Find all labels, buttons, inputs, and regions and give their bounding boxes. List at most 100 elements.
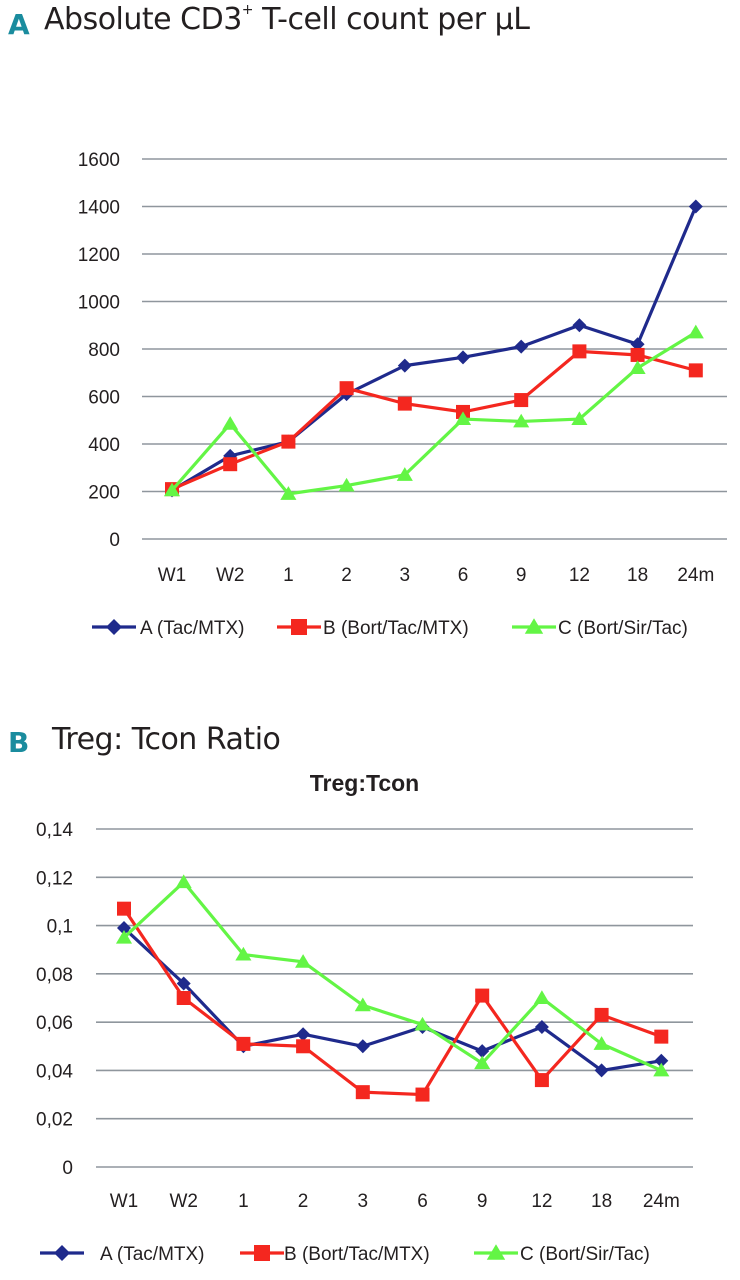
chart-b-legend-b-marker xyxy=(254,1245,270,1261)
chart-a-x-tick-label: W2 xyxy=(216,565,245,586)
chart-b-series-a-point xyxy=(594,1063,609,1078)
chart-b-x-tick-label: 24m xyxy=(643,1191,680,1212)
chart-a-x-tick-label: W1 xyxy=(158,565,187,586)
chart-b-series-a-point xyxy=(654,1053,669,1068)
chart-a-y-tick-label: 800 xyxy=(88,340,120,361)
panel-b-title: Treg: Tcon Ratio xyxy=(52,722,281,757)
chart-b-legend-b-label: B (Bort/Tac/MTX) xyxy=(284,1244,430,1265)
chart-a-series-b-point xyxy=(688,363,703,378)
chart-b-y-tick-label: 0,02 xyxy=(36,1110,73,1131)
chart-b-y-tick-label: 0 xyxy=(62,1158,73,1179)
chart-a-series-a-point xyxy=(572,318,587,333)
chart-a-series-a-point xyxy=(456,350,470,365)
chart-b-series-c-point xyxy=(653,1062,670,1077)
chart-b-series-a-point xyxy=(475,1044,490,1059)
chart-b-y-tick-label: 0,08 xyxy=(36,965,73,986)
chart-b-x-tick-label: W1 xyxy=(110,1191,139,1212)
chart-b-series-b-point xyxy=(475,988,490,1003)
chart-a-series-b-point xyxy=(281,434,296,449)
chart-b-series-a-point xyxy=(176,976,191,991)
chart-a-series-c-point xyxy=(338,477,355,492)
chart-b-series-c-point xyxy=(354,997,371,1012)
chart-b-series-b-point xyxy=(117,901,131,916)
chart-b-series-c-point xyxy=(533,990,550,1004)
chart-a-series-b-point xyxy=(514,393,529,408)
chart-b-y-tick-label: 0,04 xyxy=(36,1061,73,1082)
chart-a-x-tick-label: 24m xyxy=(677,565,714,586)
chart-b-series-b-point xyxy=(654,1029,669,1044)
chart-b-x-tick-label: 9 xyxy=(477,1191,488,1212)
chart-a-series-c-point xyxy=(280,486,297,500)
chart-b-series-a-point xyxy=(296,1027,311,1042)
chart-b-x-tick-label: W2 xyxy=(169,1191,198,1212)
chart-b-series-b-point xyxy=(355,1085,370,1100)
chart-a-legend-a-marker xyxy=(106,619,122,635)
chart-b-x-tick-label: 1 xyxy=(238,1191,249,1212)
chart-a-y-tick-label: 0 xyxy=(109,530,120,551)
chart-a-legend-b-marker xyxy=(291,619,307,635)
chart-b-x-tick-label: 6 xyxy=(417,1191,428,1212)
chart-b-series-a-line xyxy=(122,926,662,1073)
chart-a-y-tick-label: 600 xyxy=(88,388,120,409)
chart-a-legend-b-label: B (Bort/Tac/MTX) xyxy=(323,618,469,639)
chart-a-series-c-point xyxy=(571,411,588,426)
chart-b-x-tick-label: 2 xyxy=(298,1191,309,1212)
chart-a-series-b-point xyxy=(572,344,587,359)
chart-a-series-b-point xyxy=(397,396,412,411)
chart-a-series-b-point xyxy=(630,347,645,362)
chart-b-series-b-point xyxy=(236,1036,251,1051)
chart-a-series-c-point xyxy=(396,467,413,481)
chart-b-y-tick-label: 0,12 xyxy=(36,868,73,889)
chart-b-series-b-point xyxy=(176,991,191,1005)
chart-a-series-b-point xyxy=(339,381,354,396)
chart-a-y-tick-label: 1000 xyxy=(78,293,120,314)
chart-a-y-tick-label: 200 xyxy=(88,483,120,504)
panel-b-letter: B xyxy=(8,726,30,759)
chart-a-series-c-point xyxy=(629,360,646,374)
chart-b-x-tick-label: 3 xyxy=(358,1191,369,1212)
chart-a-y-tick-label: 1400 xyxy=(78,198,120,219)
chart-b-series-a-point xyxy=(117,920,131,935)
chart-b-x-tick-label: 12 xyxy=(531,1191,552,1212)
chart-b-series-c-point xyxy=(235,946,252,961)
chart-b-legend-a-label: A (Tac/MTX) xyxy=(100,1244,205,1265)
chart-a-y-tick-label: 400 xyxy=(88,435,120,456)
chart-b-series-c-point xyxy=(414,1016,431,1031)
chart-a-series-c-point xyxy=(454,411,472,426)
chart-b-series-b-point xyxy=(296,1039,311,1054)
chart-a-y-tick-label: 1200 xyxy=(78,245,120,266)
chart-a-x-tick-label: 3 xyxy=(400,565,411,586)
panel-a-letter: A xyxy=(8,8,30,41)
chart-b-y-tick-label: 0,06 xyxy=(36,1013,73,1034)
chart-b-series-b-point xyxy=(594,1007,609,1022)
chart-a-x-tick-label: 1 xyxy=(283,565,294,586)
chart-b: Treg:Tcon 0 0,02 0,04 0,06 0,08 0,1 0,12 0,14 W1 W… xyxy=(36,770,693,1265)
chart-a-x-tick-label: 9 xyxy=(516,565,527,586)
chart-b-legend-a-marker xyxy=(54,1245,70,1261)
chart-b-series-c-point xyxy=(175,874,192,889)
chart-b-series-b-line xyxy=(122,907,662,1097)
chart-a-x-tick-label: 2 xyxy=(341,565,352,586)
chart-a-legend-c-marker xyxy=(524,618,544,634)
chart-b-series-a-point xyxy=(355,1039,370,1054)
chart-b-series-b-point xyxy=(534,1073,549,1088)
chart-a-series-c-point xyxy=(513,413,530,428)
chart-a-x-tick-label: 12 xyxy=(569,565,590,586)
chart-b-series-c-point xyxy=(474,1055,491,1070)
chart-a-legend-a-label: A (Tac/MTX) xyxy=(140,618,245,639)
chart-b-series-c-point xyxy=(115,929,133,944)
chart-a-series-c-line xyxy=(170,331,697,496)
chart-b-y-tick-label: 0,14 xyxy=(36,820,73,841)
chart-a-series-a-point xyxy=(630,337,645,352)
chart-a-x-tick-label: 18 xyxy=(627,565,648,586)
chart-a-series-c-point xyxy=(687,324,704,339)
chart-b-series-c-line xyxy=(122,880,662,1072)
chart-a-legend-c-label: C (Bort/Sir/Tac) xyxy=(558,618,688,639)
chart-b-series-b-point xyxy=(415,1087,430,1102)
chart-a-y-tick-label: 1600 xyxy=(78,150,120,171)
chart-b-title: Treg:Tcon xyxy=(310,770,419,796)
chart-b-series-c-point xyxy=(295,954,312,968)
chart-a-series-a-line xyxy=(171,205,698,492)
